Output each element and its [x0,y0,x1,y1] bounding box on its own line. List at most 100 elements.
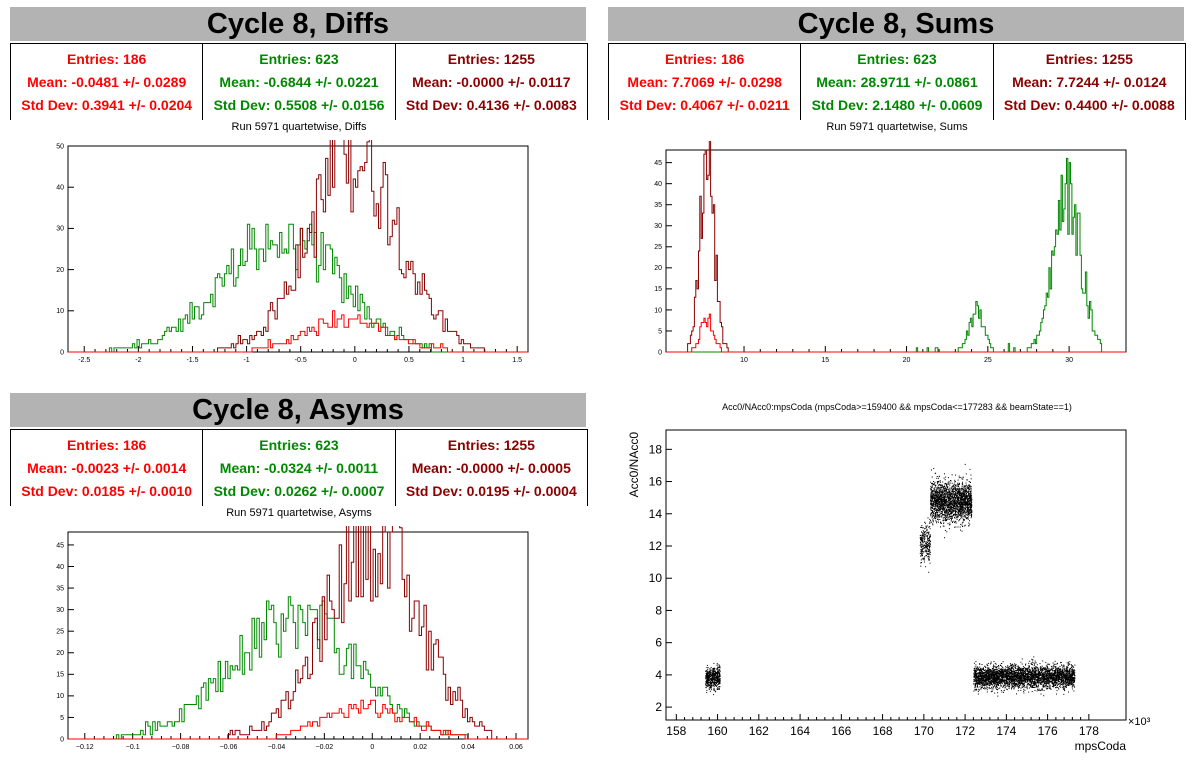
scatter-point [1049,663,1051,665]
scatter-point [942,507,944,509]
scatter-point [939,506,941,508]
scatter-point [936,509,938,511]
scatter-point [932,523,934,525]
scatter-point [920,555,922,557]
scatter-point [947,477,949,479]
scatter-point [713,670,715,672]
scatter-point [930,496,932,498]
scatter-point [986,679,988,681]
scatter-point [1025,678,1027,680]
scatter-point [951,491,953,493]
scatter-point [959,514,961,516]
scatter-point [925,526,927,528]
scatter-point [957,496,958,498]
scatter-point [718,670,720,672]
y-tick-label: 12 [649,539,663,553]
scatter-point [957,494,959,496]
scatter-point [970,478,972,480]
scatter-point [921,546,923,548]
scatter-point [964,519,965,521]
scatter-point [991,679,993,681]
scatter-point [1033,665,1035,666]
scatter-point [944,496,946,498]
scatter-point [941,501,943,503]
scatter-point [714,675,716,677]
scatter-point [1062,680,1064,682]
scatter-point [1061,670,1063,672]
scatter-point [1032,676,1034,678]
scatter-point [958,477,960,479]
scatter-point [978,689,980,691]
scatter-point [942,481,944,483]
stat-mean: Mean: 7.7244 +/- 0.0124 [1012,73,1167,90]
scatter-point [1000,668,1002,670]
scatter-point [942,492,944,494]
scatter-point [706,664,708,666]
scatter-point [937,505,939,507]
scatter-point [991,681,993,683]
scatter-point [929,536,931,538]
scatter-point [942,494,944,496]
scatter-point [708,687,710,689]
scatter-point [964,500,966,502]
scatter-point [985,681,987,683]
scatter-point [923,557,925,559]
scatter-point [920,559,922,561]
sums-header: Cycle 8, Sums [608,7,1184,41]
scatter-point [715,668,717,670]
scatter-point [954,487,956,489]
scatter-point [937,509,939,511]
y-tick-label: 5 [658,328,662,335]
scatter-point [1006,677,1008,679]
scatter-point [1046,688,1048,690]
scatter-point [961,487,963,489]
scatter-point [959,506,961,507]
scatter-point [941,503,943,505]
scatter-point [705,677,707,679]
scatter-point [1070,678,1072,680]
y-tick-label: 4 [655,668,662,682]
scatter-point [940,488,942,490]
scatter-point [943,496,945,498]
scatter-point [962,483,964,485]
scatter-point [1014,670,1015,672]
x-tick-label: −0.12 [76,744,94,751]
scatter-point [959,501,961,503]
scatter-point [952,486,954,488]
scatter-point [955,507,957,509]
scatter-point [1046,675,1048,677]
scatter-point [929,549,931,551]
scatter-point [946,496,948,498]
scatter-point [935,505,937,507]
scatter-point [1017,681,1019,683]
scatter-point [947,523,949,525]
sums-stats-darkred: Entries: 1255 Mean: 7.7244 +/- 0.0124 St… [994,44,1185,120]
scatter-point [706,689,708,691]
scatter-point [963,486,965,488]
scatter-point [956,516,958,518]
scatter-point [919,544,921,546]
scatter-point [1022,679,1024,681]
scatter-point [976,685,978,687]
scatter-point [920,565,922,567]
asyms-stats-green: Entries: 623 Mean: -0.0324 +/- 0.0011 St… [203,430,396,506]
scatter-point [977,680,979,682]
scatter-point [923,544,925,546]
scatter-point [975,679,977,681]
plot-frame [67,531,529,740]
scatter-point [942,517,944,519]
scatter-point [947,489,949,490]
scatter-point [923,547,925,548]
scatter-point [935,488,937,490]
scatter-point [965,487,966,489]
scatter-point [963,485,965,487]
scatter-point [921,555,923,557]
y-tick-label: 35 [654,202,662,209]
scatter-point [954,501,956,503]
scatter-point [940,484,942,486]
scatter-point [945,499,947,501]
scatter-point [1024,681,1026,683]
scatter-point [944,497,946,499]
scatter-point [949,492,951,494]
scatter-point [1048,668,1050,670]
